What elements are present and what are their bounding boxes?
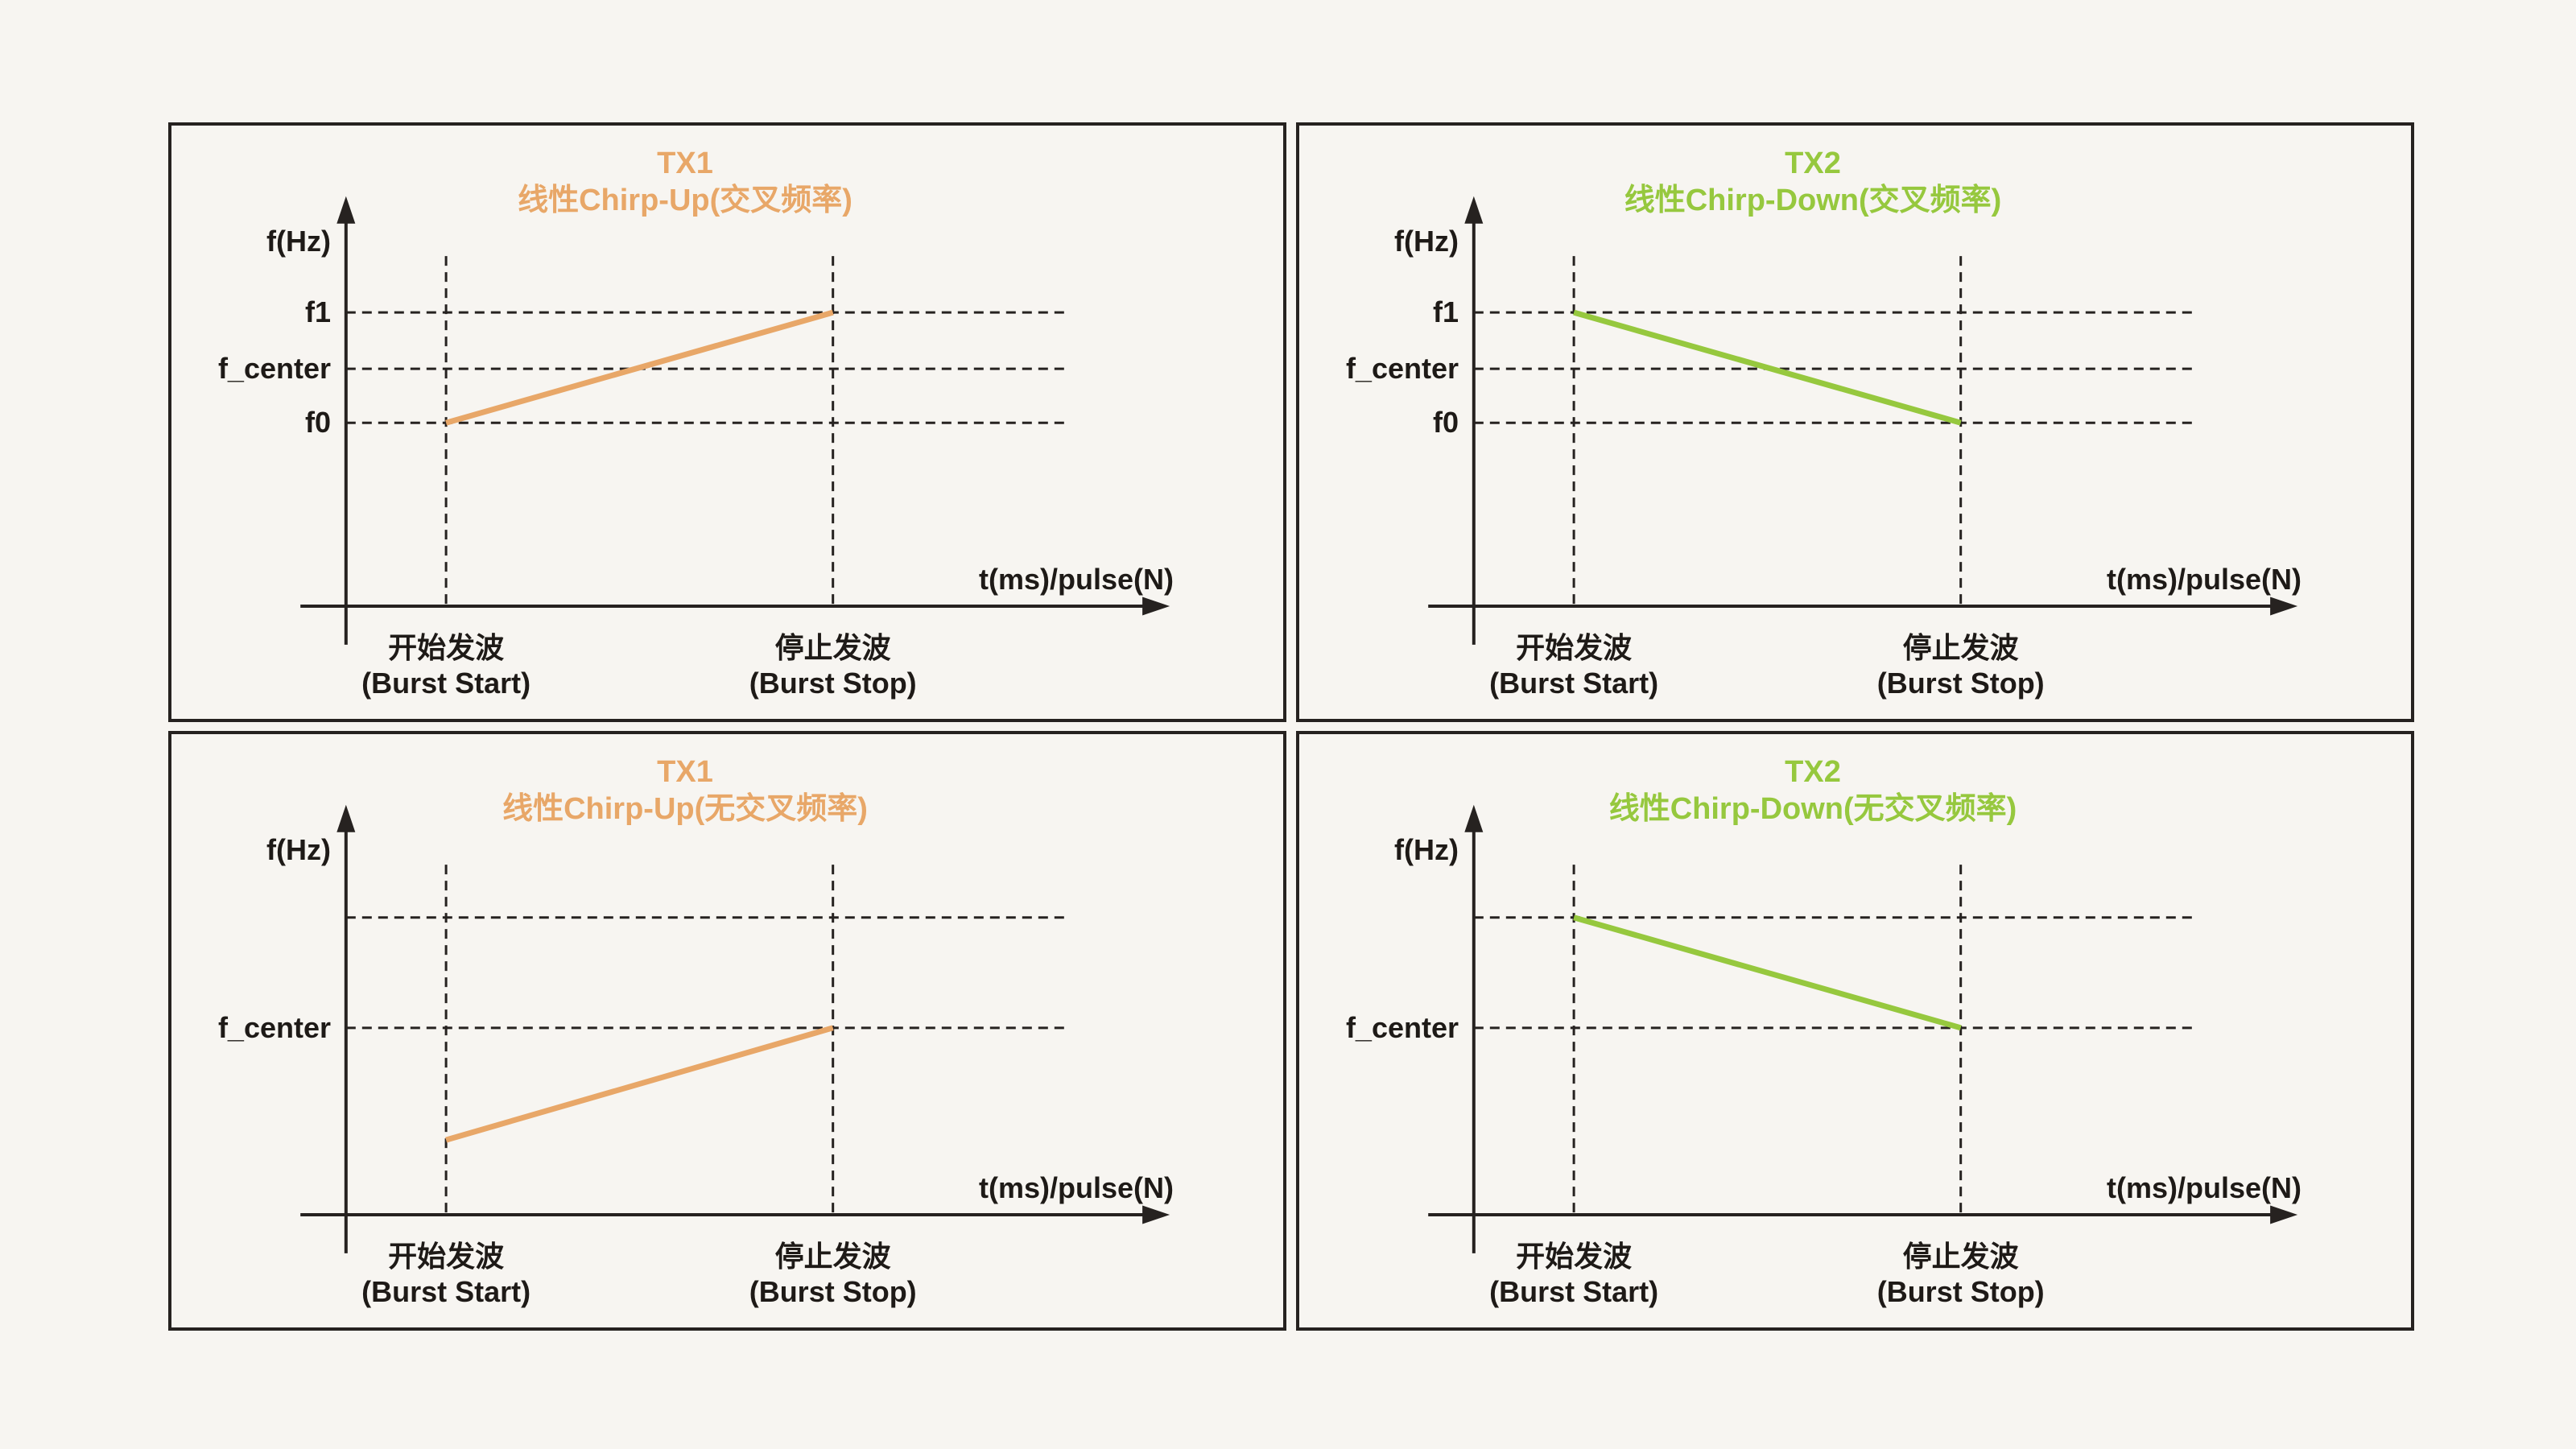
freq-label-f_center: f_center [1345,352,1459,386]
chirp-line-tx2 [1573,309,1962,426]
x-axis-arrowhead [2270,597,2298,616]
chirp-plot [300,804,1170,1253]
panel-title: TX1 [657,755,713,789]
panel-title: TX2 [1785,755,1841,789]
chirp-plot [1428,804,2298,1253]
x-axis-arrowhead [1142,1205,1170,1224]
x-axis-label: t(ms)/pulse(N) [979,1171,1174,1204]
x-axis-arrowhead [2270,1205,2298,1224]
panel-title: TX1 [657,147,713,180]
panel-subtitle: 线性Chirp-Up(交叉频率) [518,184,852,217]
panel-subtitle: 线性Chirp-Down(交叉频率) [1624,184,2002,217]
burst-stop-label-zh: 停止发波 [1902,1240,2019,1273]
burst-start-label-en: (Burst Start) [1489,1275,1659,1308]
x-axis-label: t(ms)/pulse(N) [979,563,1174,596]
burst-start-label-en: (Burst Start) [361,1275,531,1308]
y-axis-label: f(Hz) [1394,833,1459,866]
burst-stop-label-zh: 停止发波 [774,631,891,664]
freq-label-f0: f0 [304,406,331,440]
burst-stop-label-en: (Burst Stop) [1876,667,2045,700]
panel-tx2-noncrossed: TX2 线性Chirp-Down(无交叉频率) f(Hz) t(ms)/puls… [1296,731,2414,1331]
burst-start-label-en: (Burst Start) [1489,667,1659,700]
freq-label-f_center: f_center [217,352,331,386]
freq-label-f_center: f_center [217,1010,331,1044]
burst-start-label-zh: 开始发波 [388,631,505,664]
panel-title: TX2 [1785,147,1841,180]
burst-stop-label-en: (Burst Stop) [749,667,917,700]
panel-tx2-crossed: TX2 线性Chirp-Down(交叉频率) f(Hz) t(ms)/pulse… [1296,122,2414,722]
y-axis-arrowhead [336,196,356,224]
y-axis-arrowhead [336,804,356,832]
x-axis-label: t(ms)/pulse(N) [2107,563,2301,596]
burst-start-label-zh: 开始发波 [388,1240,505,1273]
chirp-plot [1428,196,2298,645]
freq-label-f0: f0 [1432,406,1459,440]
y-axis-arrowhead [1464,196,1484,224]
x-axis-arrowhead [1142,597,1170,616]
burst-stop-label-zh: 停止发波 [774,1240,891,1273]
burst-stop-label-en: (Burst Stop) [749,1275,917,1308]
panel-tx1-crossed: TX1 线性Chirp-Up(交叉频率) f(Hz) t(ms)/pulse(N… [168,122,1286,722]
burst-start-label-zh: 开始发波 [1516,1240,1633,1273]
chirp-line-tx2 [1573,914,1962,1031]
freq-label-f_center: f_center [1345,1010,1459,1044]
y-axis-label: f(Hz) [1394,225,1459,258]
panel-subtitle: 线性Chirp-Down(无交叉频率) [1608,792,2017,826]
y-axis-arrowhead [1464,804,1484,832]
panel-subtitle: 线性Chirp-Up(无交叉频率) [502,792,868,826]
chirp-plot [300,196,1170,645]
x-axis-label: t(ms)/pulse(N) [2107,1171,2301,1204]
freq-label-f1: f1 [304,295,331,329]
burst-start-label-zh: 开始发波 [1516,631,1633,664]
burst-stop-label-zh: 停止发波 [1902,631,2019,664]
y-axis-label: f(Hz) [266,833,331,866]
panel-tx1-noncrossed: TX1 线性Chirp-Up(无交叉频率) f(Hz) t(ms)/pulse(… [168,731,1286,1331]
burst-start-label-en: (Burst Start) [361,667,531,700]
y-axis-label: f(Hz) [266,225,331,258]
chirp-line-tx1 [445,309,834,426]
chirp-line-tx1 [445,1025,834,1143]
freq-label-f1: f1 [1432,295,1459,329]
burst-stop-label-en: (Burst Stop) [1876,1275,2045,1308]
